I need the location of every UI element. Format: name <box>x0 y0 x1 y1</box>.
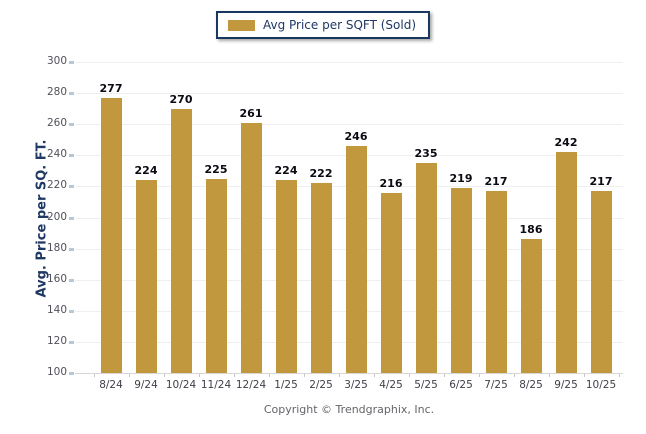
x-axis-tick-label: 4/25 <box>379 379 403 391</box>
x-axis-tick <box>583 374 585 377</box>
x-axis-tick <box>128 374 130 377</box>
y-axis-tick-label: 180 <box>46 241 67 254</box>
bar-value-label: 219 <box>449 171 473 185</box>
x-axis-tick-label: 1/25 <box>274 379 298 391</box>
x-axis-tick <box>198 374 200 377</box>
x-axis-tick-label: 6/25 <box>449 379 473 391</box>
y-axis-tick <box>69 154 74 158</box>
x-axis-tick <box>548 374 550 377</box>
y-axis-tick-label: 240 <box>46 148 67 161</box>
x-axis-tick <box>338 374 340 377</box>
x-axis-tick-label: 10/24 <box>165 379 197 391</box>
x-axis-tick-label: 11/24 <box>200 379 232 391</box>
bar-value-label: 217 <box>589 175 613 189</box>
y-axis-tick-label: 160 <box>46 272 67 285</box>
y-axis-tick <box>69 309 74 313</box>
y-axis-tick-label: 260 <box>46 117 67 130</box>
legend-label: Avg Price per SQFT (Sold) <box>262 18 417 32</box>
x-axis-tick <box>618 374 620 377</box>
bar-value-label: 222 <box>309 167 333 181</box>
bar <box>555 152 577 373</box>
x-axis-tick-label: 10/25 <box>585 379 617 391</box>
bar-value-label: 235 <box>414 147 438 161</box>
bar-value-label: 217 <box>484 175 508 189</box>
x-axis-tick-label: 12/24 <box>235 379 267 391</box>
bar <box>170 108 192 373</box>
bar <box>590 191 612 373</box>
bar-value-label: 246 <box>344 129 368 143</box>
gridline <box>75 62 623 63</box>
bar <box>100 97 122 373</box>
legend-swatch-icon <box>227 19 255 31</box>
x-axis-tick-label: 9/24 <box>134 379 158 391</box>
x-axis-tick-label: 2/25 <box>309 379 333 391</box>
bar <box>485 191 507 373</box>
bar <box>275 180 297 373</box>
y-axis-tick-label: 280 <box>46 86 67 99</box>
gridline <box>75 93 623 95</box>
bar <box>520 239 542 373</box>
x-axis-tick-label: 8/25 <box>519 379 543 391</box>
x-axis-tick <box>268 374 270 377</box>
y-axis-tick <box>69 92 74 96</box>
y-axis-tick <box>69 247 74 251</box>
copyright: Copyright © Trendgraphix, Inc. <box>263 403 435 416</box>
bar <box>450 187 472 373</box>
x-axis-tick <box>233 374 235 377</box>
bar <box>205 178 227 373</box>
bar-value-label: 277 <box>99 81 123 95</box>
y-axis-tick-label: 220 <box>46 179 67 192</box>
bar <box>240 122 262 373</box>
y-axis-tick <box>69 61 74 64</box>
bar-value-label: 216 <box>379 176 403 190</box>
y-axis-tick <box>69 185 74 189</box>
bar-value-label: 224 <box>134 164 158 178</box>
x-axis-tick <box>443 374 445 377</box>
x-axis-tick-label: 9/25 <box>554 379 578 391</box>
y-axis-tick-label: 120 <box>46 334 67 347</box>
y-axis-tick <box>69 278 74 282</box>
bar-value-label: 224 <box>274 164 298 178</box>
bar <box>310 183 332 373</box>
gridline <box>75 124 623 126</box>
x-axis-tick <box>163 374 165 377</box>
bar-value-label: 186 <box>519 223 543 237</box>
bar-value-label: 225 <box>204 162 228 176</box>
x-axis-tick <box>93 374 95 377</box>
y-axis-tick <box>69 372 74 375</box>
bar <box>415 163 437 373</box>
bar-value-label: 270 <box>169 92 193 106</box>
legend: Avg Price per SQFT (Sold) <box>215 11 431 39</box>
x-axis-tick <box>408 374 410 377</box>
bar-value-label: 261 <box>239 106 263 120</box>
bar-value-label: 242 <box>554 136 578 150</box>
x-axis-tick <box>373 374 375 377</box>
x-axis-tick-label: 8/24 <box>99 379 123 391</box>
bar <box>345 145 367 373</box>
x-axis-tick <box>478 374 480 377</box>
y-axis-tick <box>69 123 74 127</box>
x-axis-tick-label: 5/25 <box>414 379 438 391</box>
plot-area: 100 120 140 160 180 200 220 240 260 280 300 277 8/24… <box>47 55 623 391</box>
y-axis-tick-label: 100 <box>46 366 67 378</box>
y-axis-tick <box>69 216 74 220</box>
y-axis-tick-label: 200 <box>46 210 67 223</box>
bar <box>135 180 157 373</box>
x-axis-tick <box>303 374 305 377</box>
y-axis-tick-label: 140 <box>46 303 67 316</box>
bar <box>380 192 402 373</box>
y-axis-tick <box>69 340 74 344</box>
x-axis-tick <box>513 374 515 377</box>
x-axis-tick-label: 3/25 <box>344 379 368 391</box>
x-axis-tick-label: 7/25 <box>484 379 508 391</box>
y-axis-tick-label: 300 <box>46 55 67 67</box>
